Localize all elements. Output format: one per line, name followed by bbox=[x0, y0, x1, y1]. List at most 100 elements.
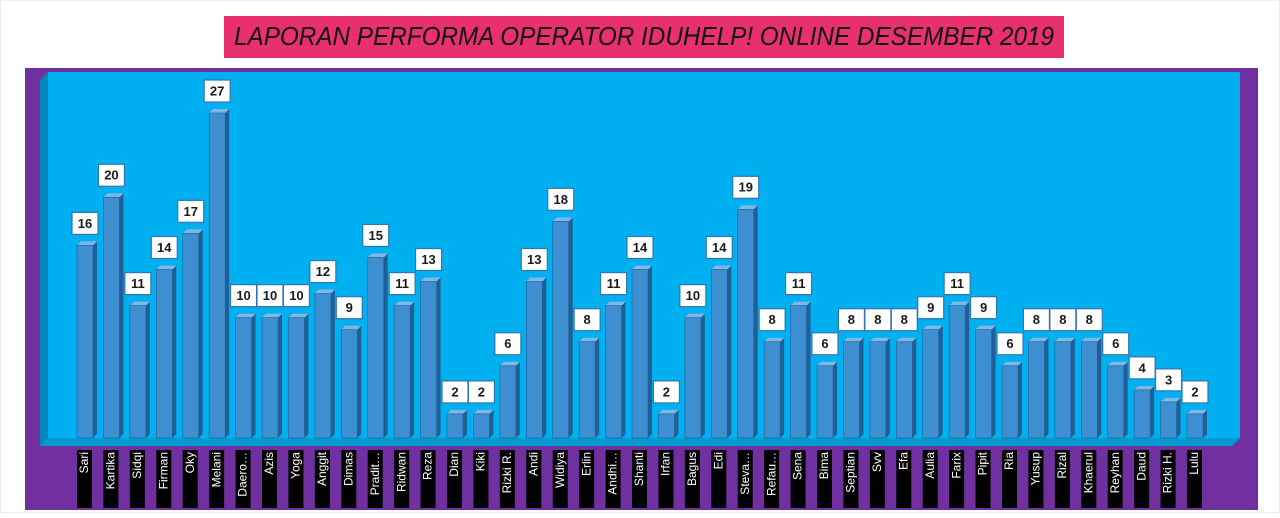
bar-side bbox=[753, 205, 758, 438]
value-label: 10 bbox=[236, 288, 250, 303]
value-label: 20 bbox=[104, 168, 118, 183]
bar bbox=[578, 341, 596, 439]
bar-side bbox=[515, 361, 520, 438]
value-label-box bbox=[414, 247, 443, 272]
x-tick-label: Pipit bbox=[976, 451, 990, 475]
value-label: 8 bbox=[874, 312, 881, 327]
bar bbox=[605, 305, 622, 439]
value-label: 8 bbox=[1059, 312, 1066, 327]
x-tick-label: Ria bbox=[1002, 452, 1016, 470]
bar bbox=[261, 317, 279, 439]
value-label-box bbox=[784, 271, 813, 296]
bar bbox=[1107, 365, 1125, 439]
x-tick-label: Yusup bbox=[1029, 452, 1043, 486]
bar-top bbox=[922, 325, 943, 330]
bar-top bbox=[1081, 337, 1102, 342]
x-tick-label: Khaerul bbox=[1081, 452, 1095, 493]
value-label-box bbox=[335, 296, 363, 320]
bar-side bbox=[304, 313, 309, 438]
value-label: 8 bbox=[901, 312, 908, 327]
value-label: 8 bbox=[769, 312, 776, 327]
value-label: 6 bbox=[504, 336, 511, 351]
value-label-box bbox=[943, 271, 971, 296]
bar-top bbox=[526, 277, 547, 282]
x-tick-label: Sena bbox=[791, 452, 805, 480]
x-label-box bbox=[737, 450, 753, 508]
x-tick-label: Kartika bbox=[104, 452, 118, 490]
value-label-box bbox=[203, 79, 231, 103]
bar bbox=[710, 269, 728, 439]
bar bbox=[393, 305, 411, 439]
bar-top bbox=[1187, 409, 1207, 414]
value-label: 6 bbox=[1112, 336, 1119, 351]
bar-top bbox=[262, 313, 282, 318]
value-label: 14 bbox=[633, 240, 648, 255]
value-label-box bbox=[599, 271, 628, 296]
bar-top bbox=[975, 325, 996, 330]
value-label-box bbox=[520, 247, 548, 272]
x-label-box bbox=[447, 450, 462, 508]
x-label-box bbox=[103, 450, 119, 508]
value-label: 8 bbox=[1033, 312, 1040, 327]
x-label-box bbox=[394, 450, 410, 508]
bar bbox=[208, 112, 226, 439]
bar-side bbox=[833, 361, 837, 438]
bar-top bbox=[394, 301, 415, 306]
x-label-box bbox=[1187, 450, 1202, 508]
bar-side bbox=[436, 277, 441, 438]
bar-side bbox=[357, 325, 362, 438]
value-label: 11 bbox=[607, 276, 621, 291]
bar-top bbox=[341, 325, 362, 330]
value-label-box bbox=[71, 211, 99, 236]
value-label-box bbox=[494, 332, 522, 356]
bar bbox=[843, 341, 860, 439]
bar bbox=[631, 269, 649, 439]
bar bbox=[763, 341, 781, 439]
bar-side bbox=[938, 325, 943, 438]
x-label-box bbox=[156, 450, 172, 508]
bar-side bbox=[991, 325, 996, 438]
value-label: 18 bbox=[553, 192, 567, 207]
x-tick-label: Bima bbox=[817, 452, 831, 480]
value-label: 13 bbox=[527, 252, 541, 267]
x-tick-label: Oky bbox=[183, 452, 197, 473]
bar bbox=[525, 281, 543, 439]
value-label-box bbox=[969, 296, 998, 320]
bar bbox=[473, 413, 490, 439]
value-label-box bbox=[309, 259, 337, 284]
value-label: 13 bbox=[421, 252, 435, 267]
x-label-box bbox=[1054, 450, 1070, 508]
x-tick-label: Irfan bbox=[659, 452, 673, 476]
value-label-box bbox=[758, 308, 786, 332]
x-label-box bbox=[1002, 450, 1017, 508]
bar-top bbox=[182, 229, 203, 234]
value-label: 2 bbox=[663, 384, 670, 399]
bar-side bbox=[727, 265, 732, 438]
x-label-box bbox=[817, 450, 832, 508]
value-label: 14 bbox=[157, 240, 172, 255]
bar-side bbox=[278, 313, 282, 438]
x-tick-label: Pradit… bbox=[368, 452, 382, 495]
value-label: 11 bbox=[395, 276, 409, 291]
x-tick-label: Reyhan bbox=[1108, 452, 1122, 493]
bar-top bbox=[1002, 361, 1022, 366]
value-label: 8 bbox=[584, 312, 591, 327]
bar bbox=[1054, 341, 1072, 439]
x-tick-label: Aulia bbox=[923, 452, 937, 479]
bar-top bbox=[77, 241, 97, 246]
x-label-box bbox=[314, 450, 330, 508]
bar bbox=[103, 196, 120, 439]
value-label: 10 bbox=[686, 288, 700, 303]
x-tick-label: Sari bbox=[77, 452, 91, 473]
bar bbox=[1133, 389, 1151, 439]
x-tick-label: Rizal bbox=[1055, 452, 1069, 479]
x-tick-label: Daud bbox=[1134, 452, 1148, 481]
bar-side bbox=[119, 193, 124, 438]
x-label-box bbox=[420, 450, 436, 508]
bar-top bbox=[552, 217, 573, 222]
x-label-box bbox=[1160, 450, 1176, 508]
bar-side bbox=[489, 409, 494, 438]
value-label-box bbox=[124, 271, 152, 296]
value-label: 4 bbox=[1139, 360, 1147, 375]
bar-top bbox=[658, 409, 679, 414]
